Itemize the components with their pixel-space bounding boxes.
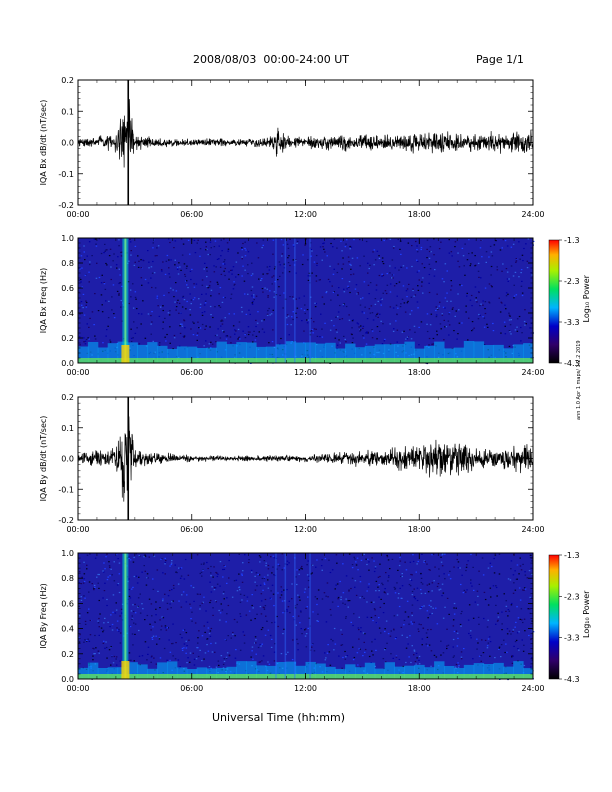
y-tick-label: 0.2 bbox=[61, 334, 74, 343]
x-tick-label: 06:00 bbox=[180, 368, 203, 377]
y-tick-label: 0.1 bbox=[61, 107, 74, 116]
x-tick-label: 00:00 bbox=[66, 368, 89, 377]
x-tick-label: 06:00 bbox=[180, 210, 203, 219]
y-tick-label: 0.2 bbox=[61, 76, 74, 85]
spectrogram-streak bbox=[284, 238, 287, 363]
x-tick-label: 18:00 bbox=[408, 525, 431, 534]
x-tick-label: 18:00 bbox=[408, 684, 431, 693]
colorbar-tick-label: -4.3 bbox=[564, 359, 580, 368]
spectrogram-streak bbox=[294, 238, 296, 363]
colorbar-tick-label: -1.3 bbox=[564, 551, 580, 560]
y-tick-label: 0.1 bbox=[61, 424, 74, 433]
x-tick-label: 12:00 bbox=[294, 684, 317, 693]
y-tick-label: 0.6 bbox=[61, 599, 74, 608]
colorbar-tick-label: -3.3 bbox=[564, 318, 580, 327]
y-tick-label: 0.0 bbox=[61, 675, 74, 684]
colorbar-tick-label: -2.3 bbox=[564, 592, 580, 601]
figure-title: 2008/08/03 00:00-24:00 UT bbox=[193, 53, 350, 66]
y-tick-label: 0.0 bbox=[61, 359, 74, 368]
colorbar bbox=[548, 554, 560, 680]
spectrogram-streak bbox=[284, 553, 287, 679]
panel-1: 0.2 0.1 0.0 -0.1 -0.200:00 06:00 12:00 18:00 24:… bbox=[39, 76, 545, 219]
y-tick-label: 0.0 bbox=[61, 139, 74, 148]
x-tick-label: 12:00 bbox=[294, 525, 317, 534]
panel-3: 0.2 0.1 0.0 -0.1 -0.200:00 06:00 12:00 18:00 24:… bbox=[39, 393, 545, 534]
x-tick-label: 00:00 bbox=[66, 525, 89, 534]
y-tick-label: 0.2 bbox=[61, 393, 74, 402]
x-tick-label: 00:00 bbox=[66, 210, 89, 219]
y-tick-label: 0.8 bbox=[61, 259, 74, 268]
time-series-trace bbox=[77, 99, 534, 185]
spectrogram-streak bbox=[275, 553, 277, 679]
x-tick-label: 24:00 bbox=[521, 210, 544, 219]
y-tick-label: 0.4 bbox=[61, 309, 74, 318]
colorbar-label: Log₁₀ Power bbox=[582, 274, 591, 322]
y-tick-label: 0.8 bbox=[61, 574, 74, 583]
x-tick-label: 18:00 bbox=[408, 210, 431, 219]
x-tick-label: 06:00 bbox=[180, 525, 203, 534]
colorbar-tick-label: -2.3 bbox=[564, 277, 580, 286]
y-tick-label: -0.1 bbox=[58, 170, 74, 179]
x-tick-label: 12:00 bbox=[294, 368, 317, 377]
y-tick-label: 0.0 bbox=[61, 455, 74, 464]
y-axis-label: IQA Bx Freq (Hz) bbox=[39, 268, 48, 334]
x-tick-label: 06:00 bbox=[180, 684, 203, 693]
colorbar bbox=[548, 239, 560, 364]
y-axis-label: IQA By dB/dt (nT/sec) bbox=[39, 416, 48, 502]
y-tick-label: 1.0 bbox=[61, 549, 74, 558]
colorbar-tick-label: -1.3 bbox=[564, 236, 580, 245]
side-annotation: ann 1.0 Apr 1 maps/ 1.2.2 2019 bbox=[576, 340, 582, 420]
y-tick-label: 0.2 bbox=[61, 650, 74, 659]
y-tick-label: 1.0 bbox=[61, 234, 74, 243]
spectrogram-streak bbox=[294, 553, 296, 679]
x-tick-label: 18:00 bbox=[408, 368, 431, 377]
spectrogram-event-0230 bbox=[121, 238, 130, 363]
x-tick-label: 24:00 bbox=[521, 368, 544, 377]
y-tick-label: 0.4 bbox=[61, 625, 74, 634]
time-series-trace bbox=[77, 416, 534, 502]
y-tick-label: -0.2 bbox=[58, 201, 74, 210]
spectrogram-streak bbox=[309, 238, 311, 363]
x-tick-label: 00:00 bbox=[66, 684, 89, 693]
colorbar-tick-label: -4.3 bbox=[564, 675, 580, 684]
x-tick-label: 24:00 bbox=[521, 684, 544, 693]
y-axis-label: IQA By Freq (Hz) bbox=[39, 583, 48, 649]
y-tick-label: -0.2 bbox=[58, 516, 74, 525]
x-tick-label: 12:00 bbox=[294, 210, 317, 219]
spectrogram-streak bbox=[275, 238, 277, 363]
spectrogram-streak bbox=[309, 553, 311, 679]
spectrogram-low-freq-band bbox=[78, 341, 534, 363]
panel-4: -1.3 -2.3 -3.3 -4.3 Log₁₀ Power 1.0 0.8 0.6 0.4 0… bbox=[39, 549, 591, 693]
panel-2: -1.3 -2.3 -3.3 -4.3 Log₁₀ Power 1.0 0.8 0.6 0.4 0… bbox=[39, 234, 591, 377]
x-tick-label: 24:00 bbox=[521, 525, 544, 534]
y-axis-label: IQA Bx dB/dt (nT/sec) bbox=[39, 100, 48, 186]
page-indicator: Page 1/1 bbox=[476, 53, 524, 66]
colorbar-tick-label: -3.3 bbox=[564, 634, 580, 643]
spectrogram-event-0230 bbox=[121, 553, 130, 679]
y-tick-label: -0.1 bbox=[58, 485, 74, 494]
y-tick-label: 0.6 bbox=[61, 284, 74, 293]
x-axis-title: Universal Time (hh:mm) bbox=[212, 711, 345, 724]
colorbar-label: Log₁₀ Power bbox=[582, 590, 591, 638]
